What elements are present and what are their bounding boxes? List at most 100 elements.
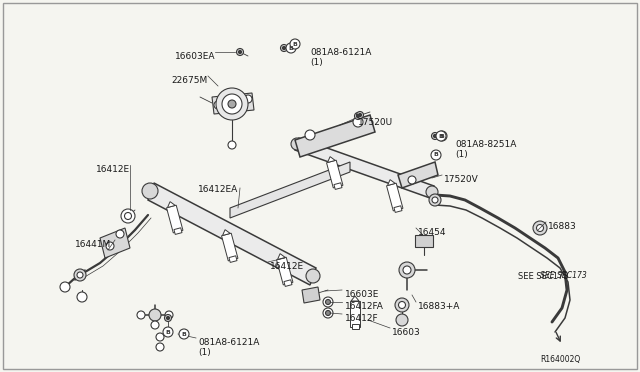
Circle shape: [151, 321, 159, 329]
Circle shape: [228, 141, 236, 149]
Circle shape: [125, 212, 131, 219]
Circle shape: [353, 117, 363, 127]
Bar: [334, 183, 342, 189]
Text: 081A8-6121A
(1): 081A8-6121A (1): [310, 48, 371, 67]
Polygon shape: [328, 157, 335, 163]
Circle shape: [437, 131, 447, 141]
Circle shape: [306, 269, 320, 283]
Text: 17520V: 17520V: [444, 175, 479, 184]
Polygon shape: [398, 162, 438, 188]
Text: 16412E: 16412E: [270, 262, 304, 271]
Text: 081A8-6121A
(1): 081A8-6121A (1): [198, 338, 259, 357]
Circle shape: [358, 113, 362, 116]
Circle shape: [149, 309, 161, 321]
Text: 22675M: 22675M: [172, 76, 208, 85]
Text: 081A8-8251A
(1): 081A8-8251A (1): [455, 140, 516, 159]
Circle shape: [399, 262, 415, 278]
Text: B: B: [289, 45, 293, 51]
Polygon shape: [223, 230, 230, 235]
Circle shape: [433, 135, 436, 138]
Bar: [284, 280, 292, 286]
Text: 16883: 16883: [548, 222, 577, 231]
Text: SEE SEC173: SEE SEC173: [518, 272, 569, 281]
Polygon shape: [148, 183, 316, 285]
Circle shape: [244, 95, 252, 103]
Text: 16412E: 16412E: [96, 165, 130, 174]
Polygon shape: [295, 138, 434, 198]
Circle shape: [432, 197, 438, 203]
Text: SEE SEC173: SEE SEC173: [540, 270, 587, 279]
Circle shape: [536, 224, 543, 231]
Circle shape: [408, 176, 416, 184]
Circle shape: [326, 299, 330, 305]
Polygon shape: [168, 202, 175, 208]
Circle shape: [222, 94, 242, 114]
Circle shape: [163, 327, 173, 337]
Text: B: B: [166, 330, 170, 334]
Circle shape: [282, 46, 285, 49]
Circle shape: [290, 39, 300, 49]
Circle shape: [239, 51, 241, 54]
Text: B: B: [440, 134, 444, 138]
Text: 17520U: 17520U: [358, 118, 393, 127]
Polygon shape: [212, 93, 254, 114]
Polygon shape: [295, 115, 375, 157]
Circle shape: [323, 308, 333, 318]
Circle shape: [323, 297, 333, 307]
Bar: [174, 228, 182, 234]
Bar: [415, 235, 433, 247]
Circle shape: [280, 45, 287, 51]
Bar: [276, 257, 293, 285]
Text: B: B: [433, 153, 438, 157]
Bar: [229, 256, 237, 262]
Circle shape: [214, 101, 222, 109]
Text: 16441M: 16441M: [75, 240, 111, 249]
Circle shape: [395, 298, 409, 312]
Polygon shape: [351, 296, 359, 301]
Circle shape: [433, 151, 440, 158]
Circle shape: [166, 317, 170, 320]
Circle shape: [77, 292, 87, 302]
Circle shape: [429, 194, 441, 206]
Circle shape: [356, 115, 360, 118]
Circle shape: [291, 138, 303, 150]
Text: B: B: [438, 134, 444, 138]
Circle shape: [533, 221, 547, 235]
Circle shape: [116, 230, 124, 238]
Circle shape: [228, 100, 236, 108]
Text: 16412EA: 16412EA: [198, 185, 238, 194]
Circle shape: [305, 130, 315, 140]
Polygon shape: [387, 180, 396, 186]
Text: 16603EA: 16603EA: [175, 52, 215, 61]
Circle shape: [399, 301, 406, 308]
Text: B: B: [292, 42, 298, 46]
Polygon shape: [278, 254, 285, 260]
Circle shape: [60, 282, 70, 292]
Circle shape: [142, 183, 158, 199]
Circle shape: [121, 209, 135, 223]
Text: B: B: [182, 331, 186, 337]
Circle shape: [237, 48, 243, 55]
Circle shape: [216, 88, 248, 120]
Circle shape: [164, 314, 172, 321]
Text: 16883+A: 16883+A: [418, 302, 460, 311]
Circle shape: [286, 43, 296, 53]
Circle shape: [179, 329, 189, 339]
Circle shape: [403, 266, 411, 274]
Text: 16454: 16454: [418, 228, 447, 237]
Circle shape: [77, 272, 83, 278]
Circle shape: [431, 150, 441, 160]
Bar: [387, 183, 403, 211]
Circle shape: [355, 112, 362, 119]
Bar: [166, 205, 183, 233]
Circle shape: [74, 269, 86, 281]
Circle shape: [435, 154, 438, 157]
Circle shape: [436, 131, 446, 141]
Circle shape: [156, 333, 164, 341]
Circle shape: [431, 132, 438, 140]
Circle shape: [137, 311, 145, 319]
Circle shape: [326, 311, 330, 315]
Text: 16412F: 16412F: [345, 314, 379, 323]
Text: 16603: 16603: [392, 328, 420, 337]
Circle shape: [156, 343, 164, 351]
